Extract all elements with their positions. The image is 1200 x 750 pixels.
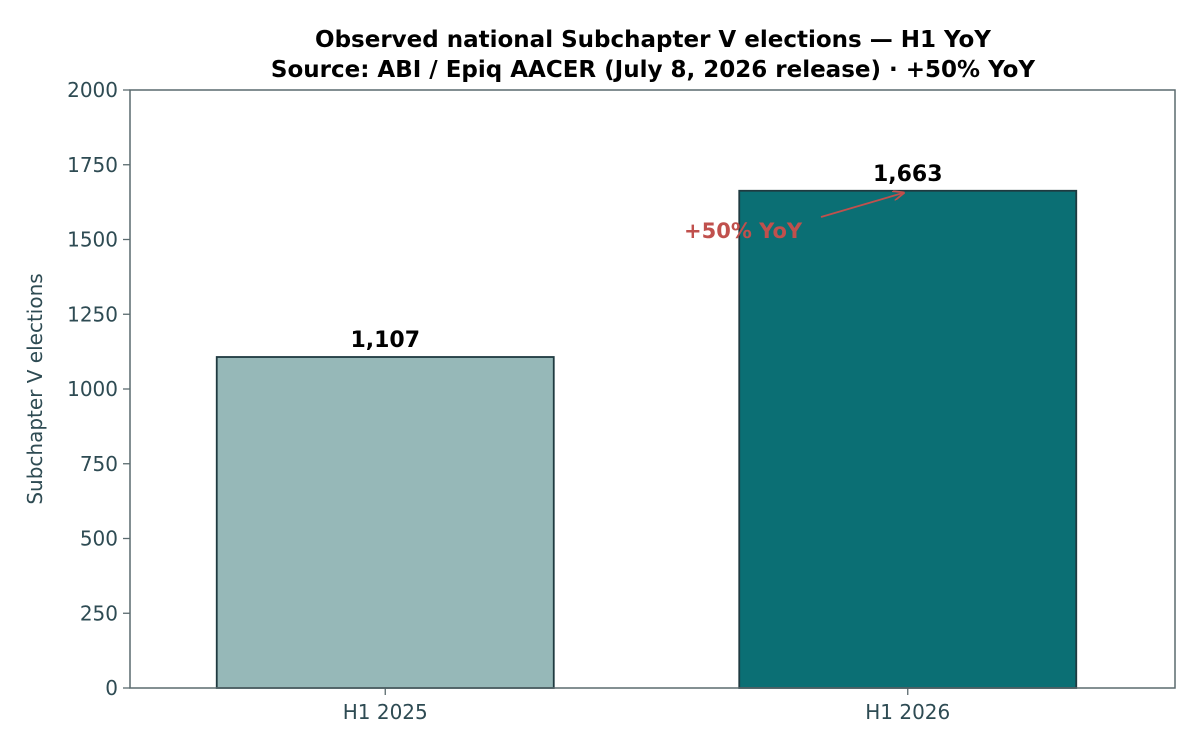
- chart-title: Observed national Subchapter V elections…: [315, 27, 991, 53]
- y-tick-label: 1750: [67, 153, 118, 177]
- bars: [215, 189, 1078, 689]
- y-axis-label: Subchapter V elections: [23, 273, 47, 504]
- annotation-arrow: [820, 193, 904, 218]
- yoy-annotation: +50% YoY: [684, 193, 904, 243]
- plot-frame: [129, 89, 1176, 689]
- y-tick-label: 750: [80, 452, 118, 476]
- y-tick-label: 1500: [67, 228, 118, 252]
- y-tick-label: 1250: [67, 302, 118, 326]
- x-tick-label: H1 2026: [865, 700, 950, 724]
- value-labels: 1,107 1,663: [350, 162, 942, 353]
- y-tick-label: 1000: [67, 377, 118, 401]
- chart-subtitle: Source: ABI / Epiq AACER (July 8, 2026 r…: [271, 57, 1036, 83]
- x-tick-label: H1 2025: [343, 700, 428, 724]
- y-tick-label: 2000: [67, 78, 118, 102]
- y-axis-ticks: 0 250 500 750 1000 1250 1500 1750 2000: [67, 78, 130, 700]
- annotation-text: +50% YoY: [684, 219, 803, 243]
- bar-h1-2025: [215, 356, 555, 689]
- bar-value-label: 1,107: [350, 328, 420, 353]
- y-tick-label: 0: [105, 676, 118, 700]
- bar-h1-2026: [738, 189, 1078, 689]
- x-axis-ticks: H1 2025 H1 2026: [343, 688, 950, 724]
- y-tick-label: 500: [80, 527, 118, 551]
- y-tick-label: 250: [80, 601, 118, 625]
- bar-value-label: 1,663: [873, 162, 943, 187]
